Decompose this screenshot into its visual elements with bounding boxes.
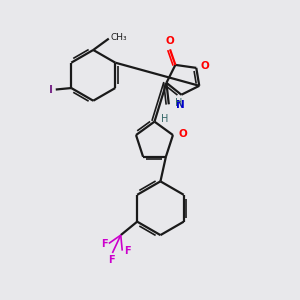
- Text: F: F: [101, 239, 107, 249]
- Text: N: N: [176, 100, 185, 110]
- Text: F: F: [124, 246, 130, 256]
- Text: O: O: [166, 36, 174, 46]
- Text: H: H: [176, 98, 183, 108]
- Text: O: O: [178, 129, 187, 139]
- Text: O: O: [201, 61, 209, 71]
- Text: H: H: [161, 114, 168, 124]
- Text: F: F: [108, 255, 115, 266]
- Text: I: I: [50, 85, 53, 94]
- Text: CH₃: CH₃: [111, 33, 127, 42]
